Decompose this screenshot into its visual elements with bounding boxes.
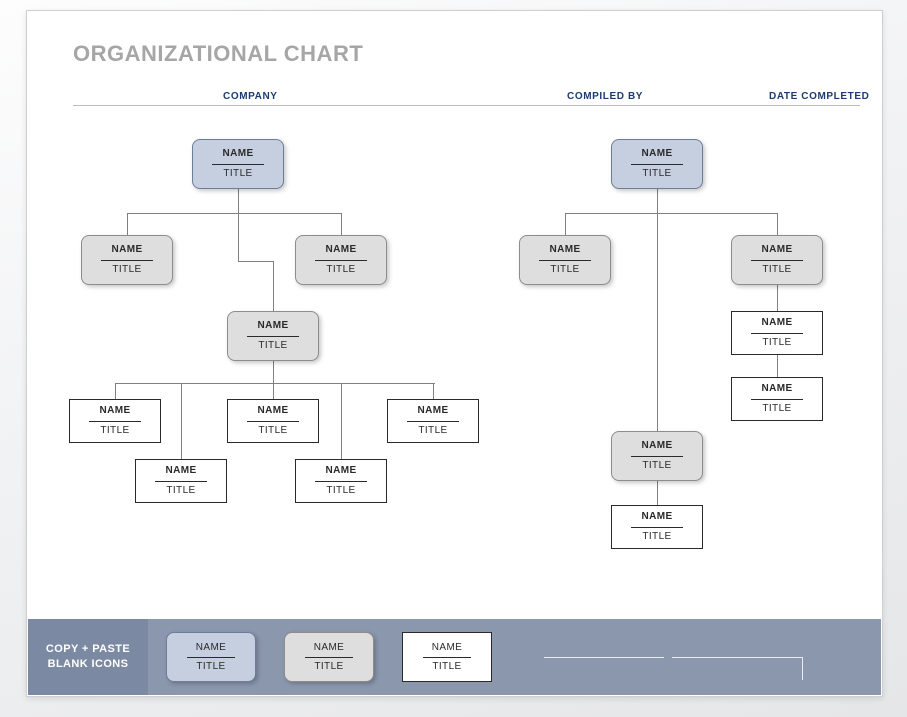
connector [657, 189, 658, 213]
sample-line-straight[interactable] [544, 657, 664, 658]
sample-line-elbow[interactable] [672, 657, 803, 680]
org-node-root-right[interactable]: NAMETITLE [611, 139, 703, 189]
org-node[interactable]: NAMETITLE [227, 311, 319, 361]
connector [273, 261, 274, 277]
org-node[interactable]: NAMETITLE [227, 399, 319, 443]
org-node[interactable]: NAMETITLE [69, 399, 161, 443]
org-node[interactable]: NAMETITLE [611, 505, 703, 549]
node-title-label: TITLE [223, 169, 252, 179]
connector [341, 383, 342, 459]
connector [341, 213, 342, 235]
footer-palette-bar: COPY + PASTE BLANK ICONS NAMETITLE NAMET… [28, 619, 881, 695]
swatch-gray[interactable]: NAMETITLE [284, 632, 374, 682]
connector [777, 285, 778, 311]
org-node[interactable]: NAMETITLE [611, 431, 703, 481]
connector [565, 213, 778, 214]
org-node[interactable]: NAMETITLE [731, 377, 823, 421]
connector [181, 383, 182, 459]
connector [238, 189, 239, 213]
connector [238, 261, 274, 262]
footer-swatch-row: NAMETITLE NAMETITLE NAMETITLE [148, 632, 881, 682]
connector [115, 383, 116, 399]
org-chart-canvas: NAME TITLE NAMETITLE NAMETITLE NAMETITLE… [27, 11, 882, 696]
org-node[interactable]: NAMETITLE [81, 235, 173, 285]
org-node[interactable]: NAMETITLE [295, 459, 387, 503]
org-node-root-left[interactable]: NAME TITLE [192, 139, 284, 189]
node-separator [212, 164, 264, 165]
org-node[interactable]: NAMETITLE [731, 235, 823, 285]
org-node[interactable]: NAMETITLE [387, 399, 479, 443]
connector [433, 383, 434, 399]
connector [127, 213, 128, 235]
swatch-blue[interactable]: NAMETITLE [166, 632, 256, 682]
connector [273, 277, 274, 311]
org-node[interactable]: NAMETITLE [519, 235, 611, 285]
connector [115, 383, 435, 384]
document-sheet: ORGANIZATIONAL CHART COMPANY COMPILED BY… [26, 10, 883, 697]
swatch-white[interactable]: NAMETITLE [402, 632, 492, 682]
connector [657, 481, 658, 505]
page-root: ORGANIZATIONAL CHART COMPANY COMPILED BY… [0, 0, 907, 717]
connector [657, 213, 658, 431]
org-node[interactable]: NAMETITLE [295, 235, 387, 285]
node-name-label: NAME [222, 149, 253, 159]
org-node[interactable]: NAMETITLE [135, 459, 227, 503]
connector [273, 361, 274, 383]
connector [777, 213, 778, 235]
footer-label-line1: COPY + PASTE [46, 642, 130, 657]
org-node[interactable]: NAMETITLE [731, 311, 823, 355]
footer-label-line2: BLANK ICONS [46, 657, 130, 672]
connector [273, 383, 274, 399]
connector [777, 355, 778, 377]
connector [238, 213, 239, 261]
footer-label-box: COPY + PASTE BLANK ICONS [28, 619, 148, 695]
connector [565, 213, 566, 235]
connector [127, 213, 342, 214]
footer-sample-connectors [544, 635, 803, 680]
